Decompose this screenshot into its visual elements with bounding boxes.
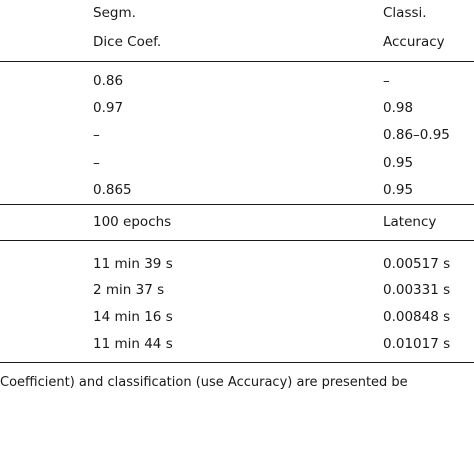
latency-cell: 0.00517 s <box>383 256 451 272</box>
dice-cell: 0.97 <box>93 100 124 116</box>
time-cell: 2 min 37 s <box>93 282 165 298</box>
accuracy-cell: 0.95 <box>383 155 414 171</box>
header-classi: Classi. <box>383 5 427 21</box>
header-segm: Segm. <box>93 5 136 21</box>
accuracy-cell: 0.86–0.95 <box>383 127 450 143</box>
dice-cell: – <box>93 127 100 143</box>
accuracy-cell: – <box>383 73 390 89</box>
dice-cell: – <box>93 155 100 171</box>
latency-cell: 0.00331 s <box>383 282 451 298</box>
time-cell: 11 min 44 s <box>93 336 173 352</box>
header-dice-coef: Dice Coef. <box>93 34 162 50</box>
header-rule <box>0 61 474 62</box>
dice-cell: 0.865 <box>93 182 132 198</box>
latency-cell: 0.01017 s <box>383 336 451 352</box>
section-rule-bottom <box>0 240 474 241</box>
time-cell: 11 min 39 s <box>93 256 173 272</box>
subheader-latency: Latency <box>383 214 437 230</box>
accuracy-cell: 0.95 <box>383 182 414 198</box>
dice-cell: 0.86 <box>93 73 124 89</box>
table-caption: Coefficient) and classification (use Acc… <box>0 375 408 390</box>
accuracy-cell: 0.98 <box>383 100 414 116</box>
time-cell: 14 min 16 s <box>93 309 173 325</box>
latency-cell: 0.00848 s <box>383 309 451 325</box>
section-rule-top <box>0 204 474 205</box>
subheader-epochs: 100 epochs <box>93 214 172 230</box>
header-accuracy: Accuracy <box>383 34 445 50</box>
table-bottom-rule <box>0 362 474 363</box>
